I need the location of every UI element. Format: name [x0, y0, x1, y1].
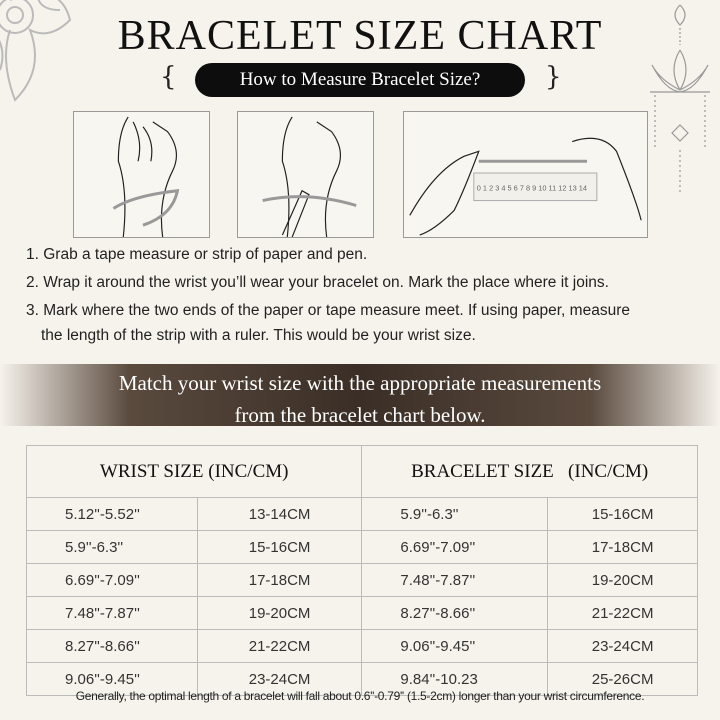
wrist-inch-cell: 8.27''-8.66'' — [26, 629, 198, 663]
mandala-ornament — [0, 0, 72, 102]
table-row: 5.12''-5.52'' 13-14CM 5.9''-6.3'' 15-16CM — [26, 497, 698, 531]
banner-line-2: from the bracelet chart below. — [234, 403, 486, 427]
step1-illustration — [73, 111, 210, 238]
size-chart-table: WRIST SIZE (INC/CM) BRACELET SIZE (INC/C… — [25, 445, 698, 696]
table-row: 8.27''-8.66'' 21-22CM 9.06''-9.45'' 23-24CM — [26, 629, 698, 663]
bracelet-cm-cell: 21-22CM — [547, 596, 698, 630]
bracelet-cm-cell: 25-26CM — [547, 662, 698, 696]
wrist-size-header: WRIST SIZE (INC/CM) — [25, 445, 363, 498]
table-row: 7.48''-7.87'' 19-20CM 8.27''-8.66'' 21-22CM — [26, 596, 698, 630]
footnote: Generally, the optimal length of a brace… — [75, 689, 645, 703]
instruction-1: 1. Grab a tape measure or strip of paper… — [26, 246, 368, 263]
instruction-2: 2. Wrap it around the wrist you’ll wear … — [26, 274, 609, 291]
wrist-inch-cell: 5.9''-6.3'' — [26, 530, 198, 564]
right-scroll-ornament: } — [545, 62, 562, 92]
wrist-cm-cell: 19-20CM — [196, 596, 363, 630]
instruction-3: 3. Mark where the two ends of the paper … — [26, 302, 630, 319]
bracelet-inch-cell: 9.06''-9.45'' — [361, 629, 549, 663]
wrist-cm-cell: 21-22CM — [196, 629, 363, 663]
wrist-cm-cell: 17-18CM — [196, 563, 363, 597]
wrist-inch-cell: 9.06''-9.45'' — [26, 662, 198, 696]
bracelet-cm-cell: 23-24CM — [547, 629, 698, 663]
lotus-ornament — [650, 4, 710, 195]
bracelet-inch-cell: 6.69''-7.09'' — [361, 530, 549, 564]
bracelet-inch-cell: 5.9''-6.3'' — [361, 497, 549, 531]
bracelet-cm-cell: 17-18CM — [547, 530, 698, 564]
bracelet-cm-cell: 19-20CM — [547, 563, 698, 597]
table-row: 9.06''-9.45'' 23-24CM 9.84''-10.23 25-26CM — [26, 662, 698, 696]
wrist-cm-cell: 13-14CM — [196, 497, 363, 531]
table-row: 6.69''-7.09'' 17-18CM 7.48''-7.87'' 19-20CM — [26, 563, 698, 597]
bracelet-cm-cell: 15-16CM — [547, 497, 698, 531]
wrist-inch-cell: 5.12''-5.52'' — [26, 497, 198, 531]
match-banner: Match your wrist size with the appropria… — [0, 364, 720, 427]
left-scroll-ornament: { — [160, 62, 177, 92]
instruction-3-cont: the length of the strip with a ruler. Th… — [41, 327, 476, 344]
bracelet-inch-cell: 8.27''-8.66'' — [361, 596, 549, 630]
subtitle-pill: How to Measure Bracelet Size? — [195, 63, 525, 97]
wrist-cm-cell: 23-24CM — [196, 662, 363, 696]
bracelet-inch-cell: 9.84''-10.23 — [361, 662, 549, 696]
step3-illustration: 0 1 2 3 4 5 6 7 8 9 10 11 12 13 14 — [403, 111, 648, 238]
wrist-inch-cell: 6.69''-7.09'' — [26, 563, 198, 597]
wrist-inch-cell: 7.48''-7.87'' — [26, 596, 198, 630]
bracelet-inch-cell: 7.48''-7.87'' — [361, 563, 549, 597]
banner-line-1: Match your wrist size with the appropria… — [118, 371, 602, 395]
step2-illustration — [237, 111, 374, 238]
ruler-numbers: 0 1 2 3 4 5 6 7 8 9 10 11 12 13 14 — [477, 184, 587, 193]
bracelet-size-header: BRACELET SIZE (INC/CM) — [361, 445, 698, 498]
page-title: BRACELET SIZE CHART — [117, 13, 603, 59]
wrist-cm-cell: 15-16CM — [196, 530, 363, 564]
table-row: 5.9''-6.3'' 15-16CM 6.69''-7.09'' 17-18CM — [26, 530, 698, 564]
